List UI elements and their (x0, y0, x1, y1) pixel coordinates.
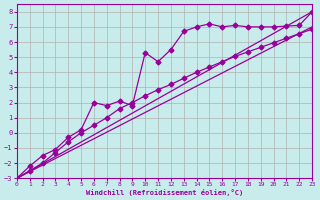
X-axis label: Windchill (Refroidissement éolien,°C): Windchill (Refroidissement éolien,°C) (86, 189, 243, 196)
